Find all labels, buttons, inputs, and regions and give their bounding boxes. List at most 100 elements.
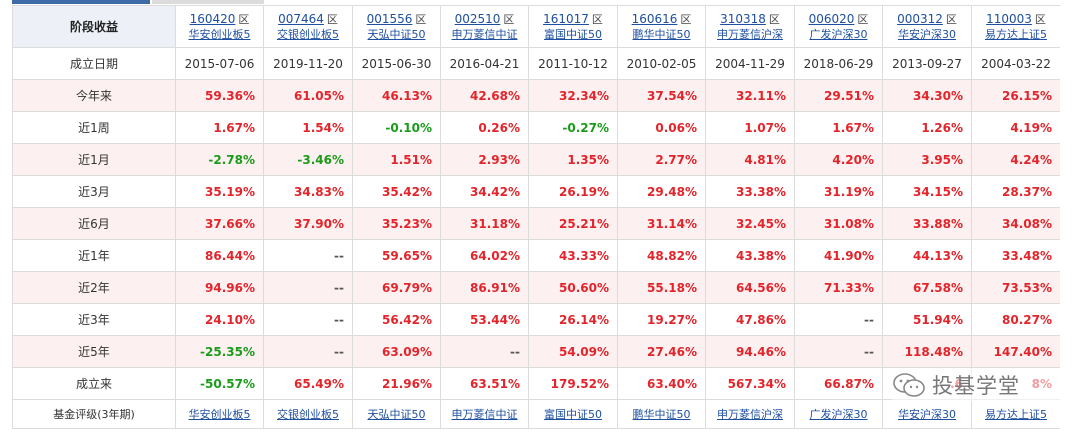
table-cell: 47.86% <box>705 303 795 336</box>
fund-name-link[interactable]: 易方达上证5 <box>985 27 1047 41</box>
fund-code-line: 002510 区 <box>442 11 528 27</box>
table-cell: 67.58% <box>882 271 972 304</box>
fund-name-link[interactable]: 富国中证50 <box>544 27 602 41</box>
table-cell: 44.13% <box>882 239 972 272</box>
rating-fund-link[interactable]: 易方达上证5 <box>985 408 1047 421</box>
rating-fund-link[interactable]: 申万菱信中证 <box>451 408 518 421</box>
table-cell: -- <box>263 303 353 336</box>
rating-cell: 广发沪深30 <box>794 399 883 429</box>
rating-fund-link[interactable]: 交银创业板5 <box>277 408 339 421</box>
table-cell: 2019-11-20 <box>263 47 353 80</box>
table-cell: 21.96% <box>352 367 441 400</box>
rating-fund-link[interactable]: 鹏华中证50 <box>632 408 691 421</box>
fund-name-link[interactable]: 广发沪深30 <box>809 27 868 41</box>
fund-region-tag: 区 <box>238 12 250 26</box>
table-cell: 179.52% <box>528 367 618 400</box>
fund-code-line: 310318 区 <box>707 11 794 27</box>
fund-code-link[interactable]: 001556 <box>366 11 413 26</box>
table-cell: 32.45% <box>705 207 795 240</box>
table-cell: 31.08% <box>794 207 883 240</box>
fund-header-160420: 160420 区华安创业板5 <box>175 5 264 48</box>
rating-fund-link[interactable]: 广发沪深30 <box>809 408 868 421</box>
table-cell: 37.90% <box>263 207 353 240</box>
fund-name-link[interactable]: 华安创业板5 <box>188 27 251 41</box>
fund-code-link[interactable]: 110003 <box>986 11 1032 26</box>
rating-fund-link[interactable]: 申万菱信沪深 <box>717 408 783 421</box>
fund-region-tag: 区 <box>945 12 957 26</box>
table-cell: 42.68% <box>440 79 529 112</box>
table-cell: 61.05% <box>263 79 353 112</box>
table-cell: 29.51% <box>794 79 883 112</box>
fund-code-link[interactable]: 007464 <box>278 11 324 26</box>
table-cell: 86.91% <box>440 271 529 304</box>
fund-code-link[interactable]: 160420 <box>189 11 236 26</box>
fund-name-link[interactable]: 华安沪深30 <box>898 27 956 41</box>
table-cell: 35.23% <box>352 207 441 240</box>
table-cell: 51.94% <box>882 303 972 336</box>
table-cell: -- <box>263 239 353 272</box>
table-cell: 48.82% <box>617 239 706 272</box>
table-cell: -25.35% <box>175 335 264 368</box>
table-cell: 567.34% <box>705 367 795 400</box>
fund-code-link[interactable]: 006020 <box>808 11 855 26</box>
table-cell: 25.21% <box>528 207 618 240</box>
table-cell: 2004-11-29 <box>705 47 795 80</box>
fund-region-tag: 区 <box>415 12 427 26</box>
table-cell: 34.83% <box>263 175 353 208</box>
fund-name-link[interactable]: 交银创业板5 <box>277 27 339 41</box>
table-cell: -0.10% <box>352 111 441 144</box>
tab-active-indicator[interactable] <box>12 0 150 4</box>
table-cell: 2010-02-05 <box>617 47 706 80</box>
fund-name-link[interactable]: 申万菱信沪深 <box>717 27 783 41</box>
table-cell: 37.66% <box>175 207 264 240</box>
fund-code-link[interactable]: 002510 <box>454 11 501 26</box>
table-row: 成立日期 2015-07-06 2019-11-20 2015-06-30 2016-0… <box>12 47 1061 80</box>
header-row: 阶段收益 160420 区华安创业板5 007464 区交银创业板5 001556 区天弘… <box>12 5 1061 48</box>
tab-inactive[interactable] <box>152 0 264 4</box>
table-cell: 63.40% <box>617 367 706 400</box>
row-label: 近1周 <box>12 111 176 144</box>
fund-name-link[interactable]: 鹏华中证50 <box>632 27 691 41</box>
table-cell: 64.02% <box>440 239 529 272</box>
rating-cell: 富国中证50 <box>528 399 618 429</box>
rating-cell: 天弘中证50 <box>352 399 441 429</box>
table-cell: 19.27% <box>617 303 706 336</box>
row-label: 近1月 <box>12 143 176 176</box>
rating-fund-link[interactable]: 天弘中证50 <box>367 408 426 421</box>
table-cell: 1.26% <box>882 111 972 144</box>
table-row: 今年来 59.36% 61.05% 46.13% 42.68% 32.34% 37.54% 3… <box>12 79 1061 112</box>
fund-region-tag: 区 <box>503 12 515 26</box>
fund-code-link[interactable]: 310318 <box>720 11 766 26</box>
table-cell: 3.95% <box>882 143 972 176</box>
table-cell: 33.88% <box>882 207 972 240</box>
table-cell: 50.60% <box>528 271 618 304</box>
table-cell: 34.08% <box>971 207 1061 240</box>
table-cell: 66.87% <box>794 367 883 400</box>
fund-region-tag: 区 <box>1034 12 1046 26</box>
table-cell: -- <box>794 303 883 336</box>
fund-header-007464: 007464 区交银创业板5 <box>263 5 353 48</box>
rating-fund-link[interactable]: 富国中证50 <box>544 408 602 421</box>
rating-fund-link[interactable]: 华安沪深30 <box>898 408 956 421</box>
table-cell: 37.54% <box>617 79 706 112</box>
table-cell: 31.14% <box>617 207 706 240</box>
fund-header-160616: 160616 区鹏华中证50 <box>617 5 706 48</box>
row-label: 近6月 <box>12 207 176 240</box>
fund-region-tag: 区 <box>680 12 692 26</box>
fund-code-link[interactable]: 161017 <box>543 11 589 26</box>
fund-code-link[interactable]: 160616 <box>631 11 678 26</box>
rating-fund-link[interactable]: 华安创业板5 <box>188 408 251 421</box>
table-cell: 33.38% <box>705 175 795 208</box>
wechat-icon <box>893 373 925 397</box>
fund-name-link[interactable]: 天弘中证50 <box>367 27 426 41</box>
fund-code-line: 001556 区 <box>354 11 440 27</box>
table-cell: 34.42% <box>440 175 529 208</box>
fund-name-link[interactable]: 申万菱信中证 <box>451 27 518 41</box>
table-cell: 46.13% <box>352 79 441 112</box>
fund-code-link[interactable]: 000312 <box>897 11 943 26</box>
table-cell: 56.42% <box>352 303 441 336</box>
table-cell: 32.11% <box>705 79 795 112</box>
table-cell: 4.24% <box>971 143 1061 176</box>
page-right-margin <box>1060 5 1080 435</box>
table-cell: 35.42% <box>352 175 441 208</box>
